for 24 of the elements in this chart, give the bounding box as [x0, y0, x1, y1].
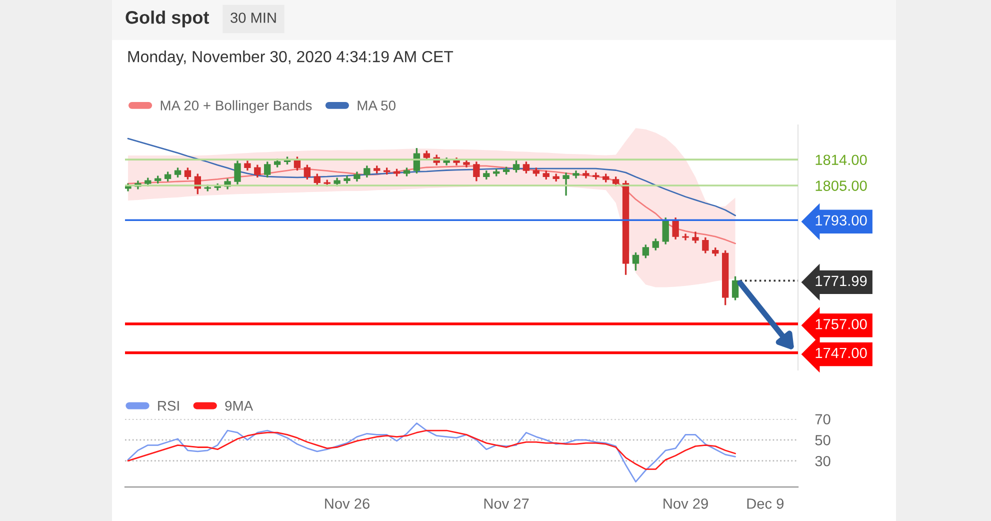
- x-tick-label: Nov 27: [484, 498, 529, 509]
- y-tick-label: 1771.99: [816, 276, 867, 286]
- legend-label: MA 50: [358, 100, 396, 110]
- y-tick-label: 30: [815, 456, 830, 466]
- y-tick-label: 50: [815, 435, 830, 446]
- x-tick-label: Nov 26: [325, 498, 370, 509]
- x-tick-label: Nov 29: [664, 498, 708, 509]
- line-series: [127, 430, 736, 470]
- legend-label: 9MA: [225, 400, 254, 411]
- chart-subtitle: 30 MIN: [230, 12, 276, 23]
- line-series: [127, 422, 736, 482]
- y-tick-label: 1747.00: [816, 348, 867, 358]
- line-series: [127, 138, 736, 216]
- chart-title: Gold spot: [126, 10, 210, 28]
- y-tick-label: 1793.00: [816, 215, 867, 226]
- y-tick-label: 1805.00: [816, 180, 867, 191]
- y-tick-label: 70: [815, 414, 830, 424]
- candlestick: [682, 232, 689, 242]
- legend-label: RSI: [158, 400, 179, 411]
- x-tick-label: Dec 9: [747, 498, 784, 509]
- y-tick-label: 1814.00: [816, 154, 867, 166]
- text: Monday, November 30, 2020 4:34:19 AM CET: [128, 50, 454, 66]
- legend-label: MA 20 + Bollinger Bands: [160, 100, 312, 114]
- y-tick-label: 1757.00: [816, 318, 867, 330]
